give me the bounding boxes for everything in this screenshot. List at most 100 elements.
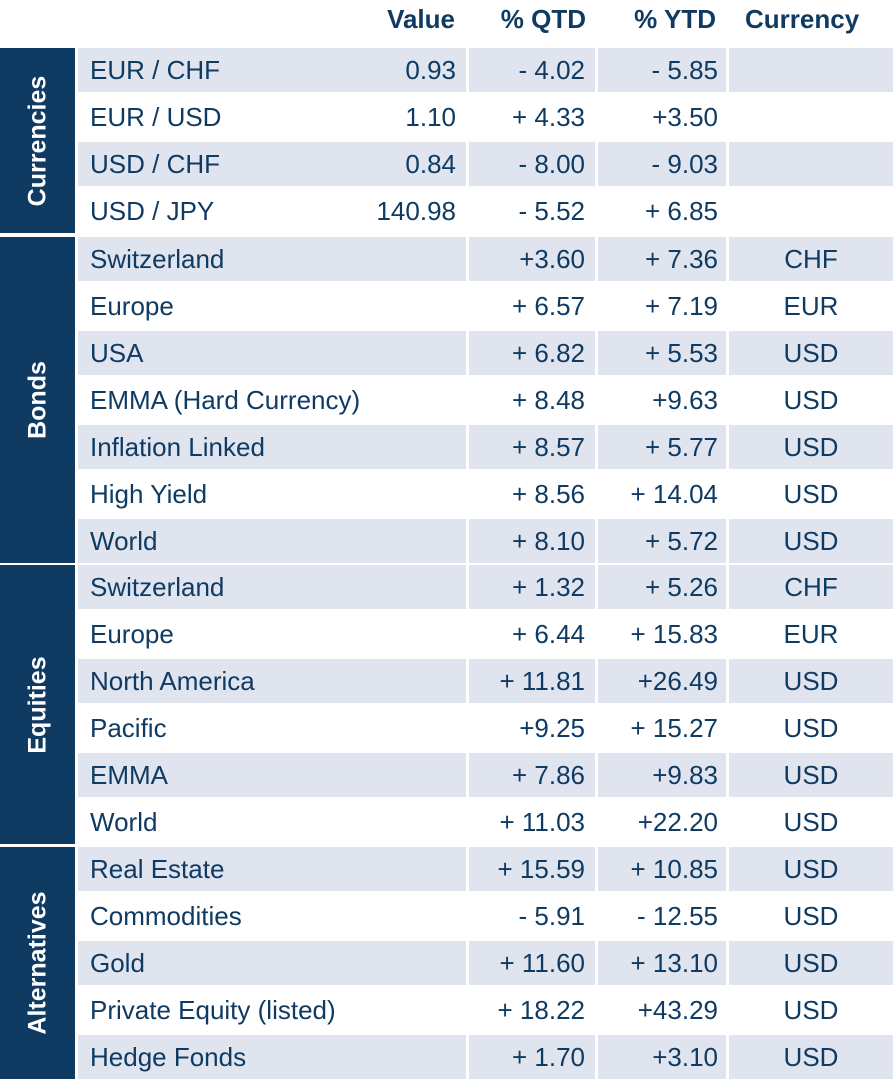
- row-name: EUR / CHF: [78, 48, 466, 92]
- row-value: [78, 847, 466, 891]
- row-name: Commodities: [90, 901, 242, 931]
- row-qtd: - 4.02: [469, 48, 595, 92]
- row-qtd: + 1.70: [469, 1035, 595, 1079]
- group-bonds: Bonds Switzerland +3.60 + 7.36 CHF Europe + 6.…: [0, 237, 893, 563]
- table-row: EMMA (Hard Currency) + 8.48 +9.63 USD: [78, 378, 893, 422]
- row-value: [78, 519, 466, 563]
- row-qtd: + 8.10: [469, 519, 595, 563]
- group-currencies: Currencies EUR / CHF 0.93- 4.02- 5.85 EUR /…: [0, 48, 893, 233]
- row-qtd: + 6.44: [511, 619, 585, 649]
- row-currency: USD: [729, 519, 893, 563]
- row-name: USD / JPY: [90, 196, 215, 226]
- row-name: High Yield: [90, 479, 208, 509]
- row-ytd: +3.50: [652, 102, 718, 132]
- row-value: 0.93: [405, 55, 456, 85]
- row-value: 1.10: [405, 102, 456, 132]
- group-label-text: Equities: [23, 655, 51, 754]
- row-value: [78, 800, 466, 844]
- row-ytd: + 14.04: [630, 479, 718, 509]
- row-qtd: + 8.56: [511, 479, 585, 509]
- row-name: Gold: [78, 941, 466, 985]
- row-name: EUR / USD: [90, 102, 222, 132]
- row-value: [78, 988, 466, 1032]
- table-row: Switzerland + 1.32 + 5.26 CHF: [78, 565, 893, 609]
- group-label-text: Currencies: [23, 75, 51, 206]
- row-value: 140.98: [376, 196, 456, 226]
- group-alternatives: Alternatives Real Estate + 15.59 + 10.85 USD…: [0, 847, 893, 1079]
- row-name: Switzerland: [78, 565, 466, 609]
- row-value: [78, 753, 466, 797]
- table-row: USD / CHF 0.84 - 8.00- 9.03: [78, 142, 893, 186]
- row-qtd: +3.60: [469, 237, 595, 281]
- row-ytd: + 10.85: [598, 847, 726, 891]
- table-row: Commodities - 5.91 - 12.55 USD: [78, 894, 893, 938]
- row-ytd: - 5.85: [598, 48, 726, 92]
- table-row: EUR / USD 1.10 + 4.33 +3.50: [78, 95, 893, 139]
- row-name: Private Equity (listed): [90, 995, 336, 1025]
- row-qtd: + 4.33: [511, 102, 585, 132]
- row-ytd: + 7.36: [598, 237, 726, 281]
- header-qtd: % QTD: [500, 4, 586, 34]
- row-name: World: [78, 519, 466, 563]
- row-qtd: + 8.48: [511, 385, 585, 415]
- row-currency: USD: [729, 331, 893, 375]
- table-row: EMMA + 7.86 +9.83 USD: [78, 753, 893, 797]
- row-value: [78, 612, 466, 656]
- header-ytd: % YTD: [634, 4, 716, 34]
- row-currency: [729, 95, 893, 139]
- row-qtd: + 11.03: [499, 807, 585, 837]
- row-currency: USD: [783, 807, 839, 837]
- row-qtd: - 5.52: [518, 196, 586, 226]
- row-value: [78, 1035, 466, 1079]
- row-currency: USD: [729, 941, 893, 985]
- table-header: Value % QTD % YTD Currency: [0, 0, 893, 46]
- table-row: EUR / CHF 0.93 - 4.02- 5.85: [78, 48, 893, 92]
- row-ytd: - 12.55: [637, 901, 718, 931]
- table-row: World + 11.03 +22.20 USD: [78, 800, 893, 844]
- row-currency: EUR: [783, 291, 839, 321]
- row-currency: CHF: [729, 565, 893, 609]
- row-value: [78, 894, 466, 938]
- row-name: Inflation Linked: [78, 425, 466, 469]
- row-qtd: - 8.00: [469, 142, 595, 186]
- row-qtd: + 15.59: [469, 847, 595, 891]
- table-row: Private Equity (listed) + 18.22 +43.29 USD: [78, 988, 893, 1032]
- table-row: Switzerland +3.60 + 7.36 CHF: [78, 237, 893, 281]
- row-value: [78, 565, 466, 609]
- table-row: Europe + 6.57 + 7.19 EUR: [78, 284, 893, 328]
- row-currency: USD: [783, 385, 839, 415]
- row-ytd: +43.29: [637, 995, 718, 1025]
- row-currency: USD: [729, 425, 893, 469]
- group-label-text: Alternatives: [23, 891, 51, 1035]
- row-currency: USD: [783, 901, 839, 931]
- row-currency: USD: [729, 753, 893, 797]
- row-qtd: + 6.82: [469, 331, 595, 375]
- row-ytd: + 5.72: [598, 519, 726, 563]
- row-ytd: + 5.26: [598, 565, 726, 609]
- row-name: Europe: [90, 291, 174, 321]
- table-row: North America + 11.81 +26.49 USD: [78, 659, 893, 703]
- row-qtd: + 11.60: [469, 941, 595, 985]
- row-qtd: - 5.91: [518, 901, 586, 931]
- row-value: [78, 941, 466, 985]
- row-qtd: + 7.86: [469, 753, 595, 797]
- row-ytd: + 15.27: [630, 713, 718, 743]
- row-qtd: +9.25: [519, 713, 585, 743]
- row-qtd: + 1.32: [469, 565, 595, 609]
- group-label: Bonds: [0, 237, 75, 563]
- row-name: EMMA (Hard Currency): [90, 385, 361, 415]
- table-row: Real Estate + 15.59 + 10.85 USD: [78, 847, 893, 891]
- row-name: Europe: [90, 619, 174, 649]
- row-name: Switzerland: [78, 237, 466, 281]
- row-currency: [729, 142, 893, 186]
- row-ytd: +3.10: [598, 1035, 726, 1079]
- table-row: Europe + 6.44 + 15.83 EUR: [78, 612, 893, 656]
- row-ytd: +26.49: [598, 659, 726, 703]
- row-qtd: + 6.57: [511, 291, 585, 321]
- header-currency: Currency: [745, 4, 860, 34]
- row-ytd: - 9.03: [598, 142, 726, 186]
- group-label: Currencies: [0, 48, 75, 233]
- row-value: [78, 237, 466, 281]
- row-value: [78, 331, 466, 375]
